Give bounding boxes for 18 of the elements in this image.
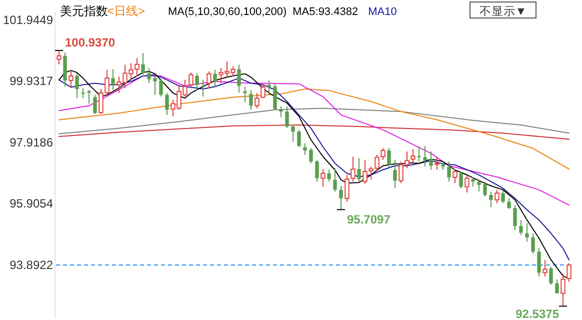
annotation: MA(5,10,30,60,100,200) bbox=[168, 6, 287, 18]
chart-subtitle: <日线> bbox=[107, 4, 146, 18]
line-series bbox=[58, 124, 570, 140]
line-series bbox=[58, 88, 570, 170]
chart-title: 美元指数 bbox=[60, 4, 108, 18]
annotation: MA5:93.4382 bbox=[292, 6, 358, 18]
annotation: 92.5375 bbox=[516, 307, 560, 320]
annotation: 95.7097 bbox=[347, 212, 391, 227]
annotation: 100.9370 bbox=[65, 35, 116, 50]
y-tick-label: 101.9449 bbox=[2, 12, 54, 27]
y-tick-label: 99.9317 bbox=[10, 74, 54, 88]
annotation: 不显示▼ bbox=[479, 5, 527, 18]
annotation: MA10 bbox=[368, 6, 397, 18]
y-tick-label: 93.8922 bbox=[10, 258, 54, 272]
button: 不显示▼ bbox=[470, 2, 536, 18]
line-series bbox=[58, 75, 570, 206]
y-tick-label: 97.9186 bbox=[10, 135, 54, 150]
y-tick-label: 95.9054 bbox=[10, 196, 54, 211]
